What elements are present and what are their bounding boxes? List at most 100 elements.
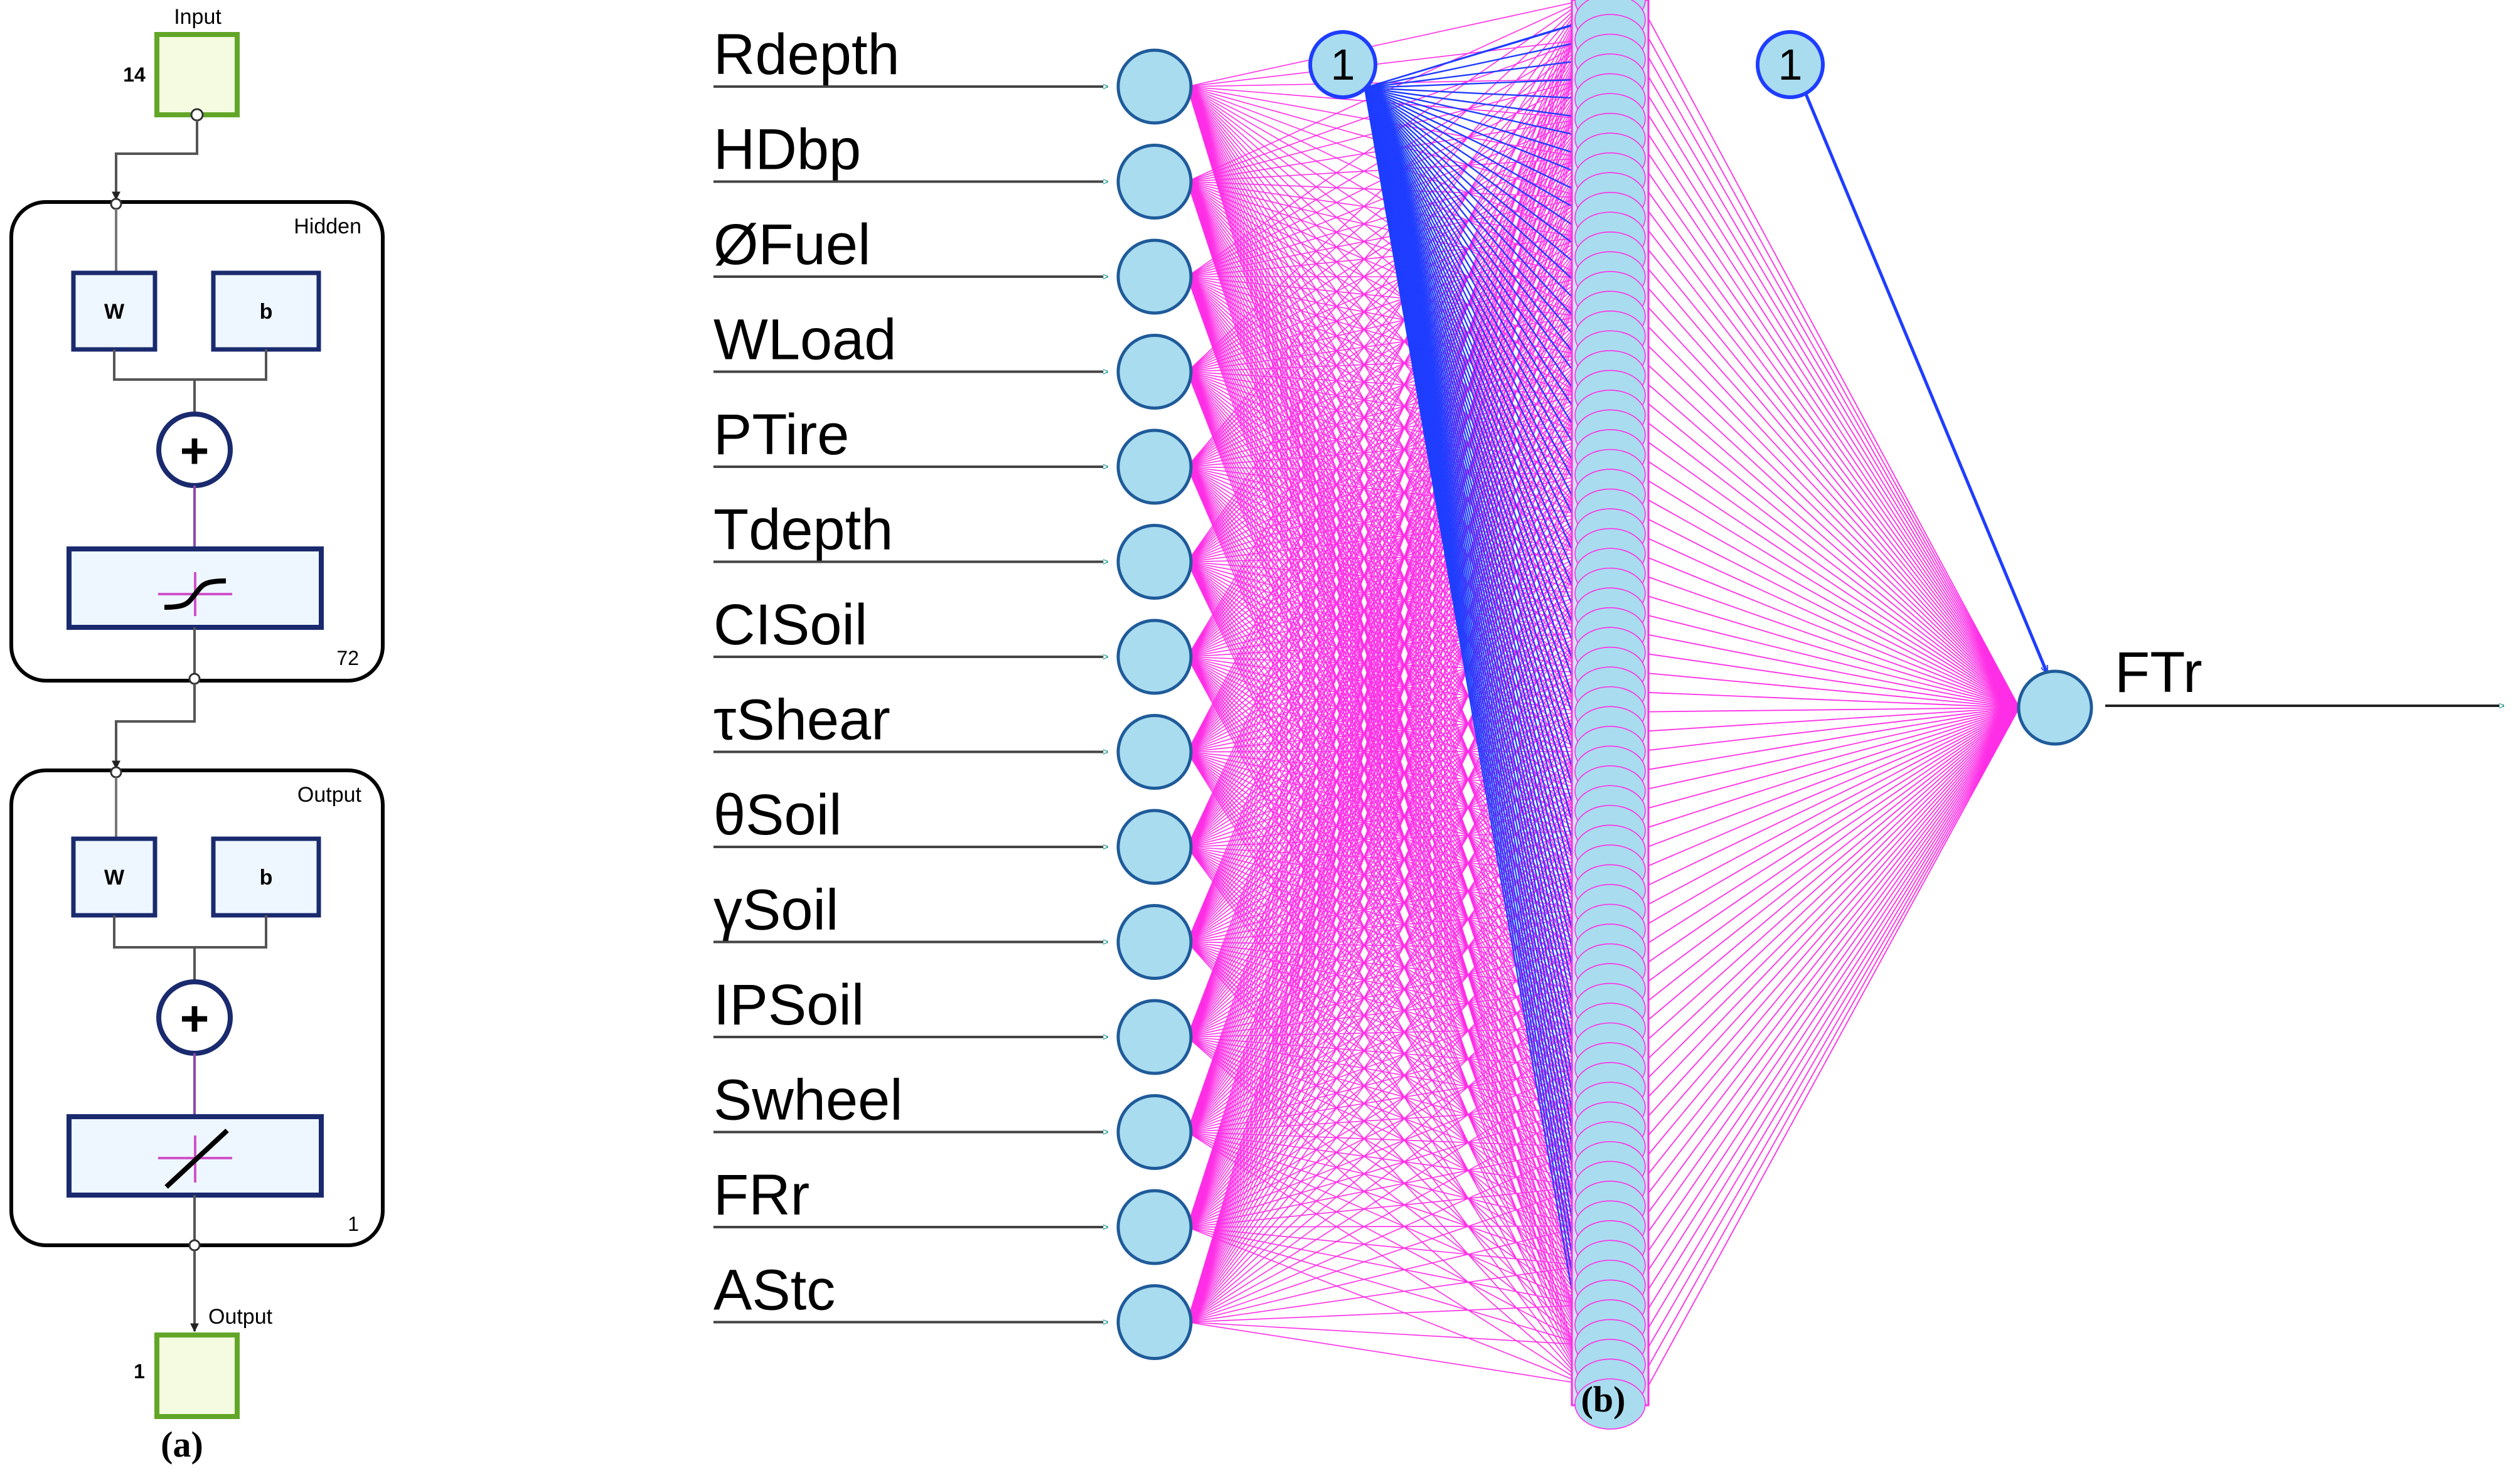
hidden-output-link [1638, 434, 2020, 708]
bias-hidden-link [1364, 38, 1592, 89]
hidden-output-link [1638, 707, 2020, 1207]
input-hidden-link [1187, 435, 1586, 1322]
bias-hidden-link [1364, 87, 1592, 100]
bias-hidden-link [1364, 87, 1593, 1405]
input-neuron [1116, 334, 1193, 410]
input-hidden-link [1187, 0, 1586, 87]
hidden-output-link [1638, 707, 2020, 1326]
bias-hidden-link [1364, 87, 1593, 890]
input-hidden-link [1187, 276, 1586, 357]
input-neuron [1116, 809, 1193, 885]
bias-hidden-link [1364, 87, 1593, 1009]
hidden-output-link [1638, 0, 2020, 708]
input-hidden-link [1187, 237, 1586, 657]
input-label: Rdepth [713, 23, 900, 87]
input-hidden-link [1187, 276, 1586, 436]
hidden-bias-label: b [260, 300, 273, 324]
input-hidden-link [1187, 1146, 1586, 1323]
input-hidden-link [1187, 0, 1586, 1228]
hidden-output-link [1638, 707, 2020, 1068]
hidden-output-link [1638, 707, 2020, 752]
input-hidden-link [1187, 949, 1586, 1323]
input-row: PTire [713, 403, 1193, 505]
bias-hidden-link [1364, 87, 1593, 713]
input-hidden-link [1187, 1321, 1586, 1385]
input-hidden-link [1187, 237, 1586, 848]
hidden-output-link [1638, 553, 2020, 708]
input-neuron [1116, 1284, 1193, 1360]
panel-a-architecture: Input 14 Hidden W b + 72 Output W b [9, 5, 385, 1465]
input-row: θSoil [713, 783, 1193, 885]
input-hidden-link [1187, 434, 1586, 467]
input-hidden-link [1187, 553, 1586, 1322]
bias-hidden-link [1364, 87, 1593, 455]
input-label: CISoil [713, 593, 867, 657]
input-hidden-link [1187, 395, 1586, 1228]
bias-hidden-link [1364, 87, 1592, 238]
input-row: IPSoil [713, 973, 1193, 1075]
hidden-output-link [1638, 707, 2020, 1009]
input-hidden-link [1187, 395, 1586, 753]
hidden-output-link [1638, 707, 2020, 871]
panel-b-network: Rdepth HDbp ØFuel WLoad PTire Tdepth CISoil τSh… [713, 0, 2504, 1430]
hidden-output-link [1638, 671, 2020, 708]
hidden-output-link [1638, 707, 2020, 1286]
bias-hidden-link [1364, 19, 1592, 89]
hidden-output-link [1638, 78, 2020, 708]
input-neuron [1116, 1189, 1193, 1265]
input-hidden-link [1187, 355, 1586, 848]
hidden-output-link [1638, 707, 2020, 989]
input-row: τShear [713, 688, 1193, 790]
output-bias-box [211, 836, 321, 918]
input-hidden-link [1187, 316, 1586, 373]
bias-hidden-link [1364, 87, 1592, 139]
bias-hidden-link [1364, 87, 1593, 653]
bias-hidden-link [1364, 87, 1593, 969]
hidden-to-output-wire [112, 684, 196, 770]
caption-a: (a) [161, 1424, 203, 1465]
input-hidden-link [1187, 197, 1586, 752]
hidden-neurons [1574, 0, 1646, 1430]
input-hidden-link [1187, 0, 1586, 1038]
input-hidden-link [1187, 1321, 1586, 1346]
bias-hidden-link [1364, 87, 1593, 772]
input-hidden-link [1187, 157, 1586, 657]
hidden-output-link [1638, 707, 2020, 1365]
input-neuron [1116, 1094, 1193, 1170]
input-hidden-link [1187, 78, 1586, 563]
bias-hidden-link [1364, 87, 1593, 831]
hidden-output-link [1638, 98, 2020, 708]
hidden-output-link [1638, 707, 2020, 1405]
hidden-output-link [1638, 707, 2020, 831]
input-hidden-link [1187, 277, 1586, 1322]
input-hidden-link [1187, 276, 1586, 942]
input-row: Tdepth [713, 498, 1193, 600]
input-hidden-link [1187, 356, 1586, 1322]
input-hidden-link [1187, 395, 1586, 467]
bias-hidden-link [1364, 87, 1593, 910]
output-weight-box [71, 836, 158, 918]
input-hidden-link [1187, 316, 1586, 1228]
bias-hidden-link [1364, 87, 1592, 120]
input-hidden-link [1187, 1225, 1586, 1323]
hidden-neuron [1574, 1378, 1646, 1430]
hidden-output-link [1638, 257, 2020, 708]
hidden-output-link [1638, 237, 2020, 708]
bias-hidden-link [1364, 87, 1592, 218]
bias-hidden-link [1364, 87, 1593, 930]
hidden-output-link [1638, 707, 2020, 1088]
bias-hidden-link [1364, 87, 1593, 752]
input-hidden-link [1187, 157, 1586, 277]
input-neuron [1116, 619, 1193, 695]
output-weight-label: W [104, 866, 125, 890]
input-label: Input [174, 5, 222, 29]
input-hidden-link [1187, 276, 1586, 657]
output-bias-connection [1804, 93, 2047, 673]
hidden-output-link [1638, 59, 2020, 708]
input-hidden-link [1187, 1265, 1586, 1323]
hidden-output-link [1638, 296, 2020, 708]
input-row: Swheel [713, 1068, 1193, 1170]
input-neuron [1116, 48, 1193, 125]
input-hidden-link [1187, 197, 1586, 563]
